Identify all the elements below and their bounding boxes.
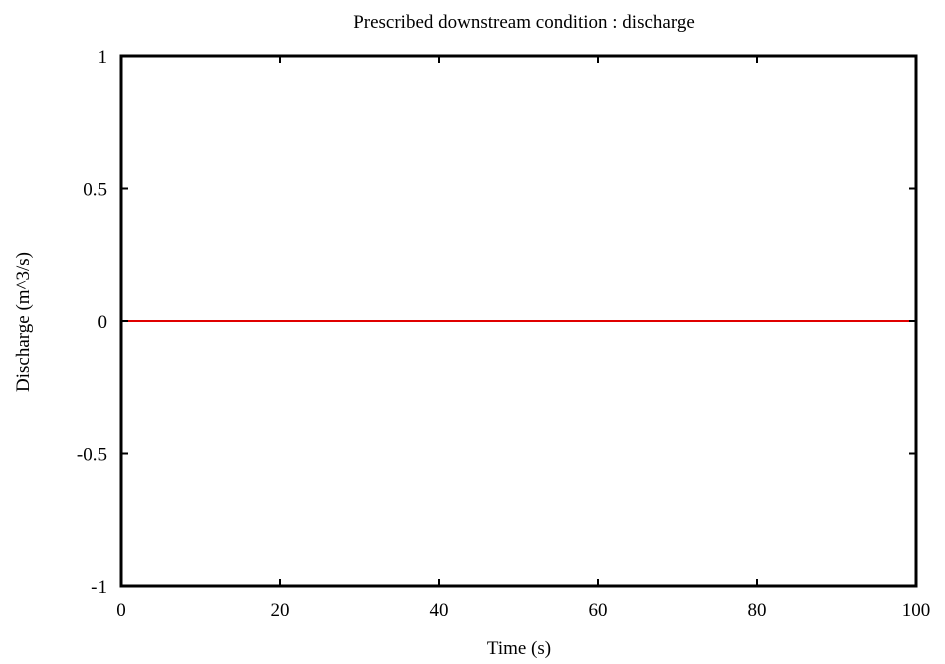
y-axis-label: Discharge (m^3/s) (13, 252, 34, 392)
y-tick-label: -0.5 (77, 445, 107, 466)
x-tick-label: 20 (271, 600, 290, 621)
plot-frame (119, 54, 918, 588)
tick-labels: 0 20 40 60 80 100 -1 -0.5 0 0.5 1 (77, 47, 930, 621)
y-tick-label: -1 (91, 577, 107, 598)
chart-title: Prescribed downstream condition : discha… (353, 12, 695, 33)
x-tick-label: 80 (748, 600, 767, 621)
y-tick-label: 0 (98, 312, 108, 333)
x-tick-label: 40 (430, 600, 449, 621)
y-tick-label: 1 (98, 47, 108, 68)
x-tick-label: 100 (902, 600, 931, 621)
x-tick-label: 0 (116, 600, 126, 621)
y-tick-label: 0.5 (83, 180, 107, 201)
x-tick-label: 60 (589, 600, 608, 621)
x-axis-label: Time (s) (487, 638, 551, 659)
